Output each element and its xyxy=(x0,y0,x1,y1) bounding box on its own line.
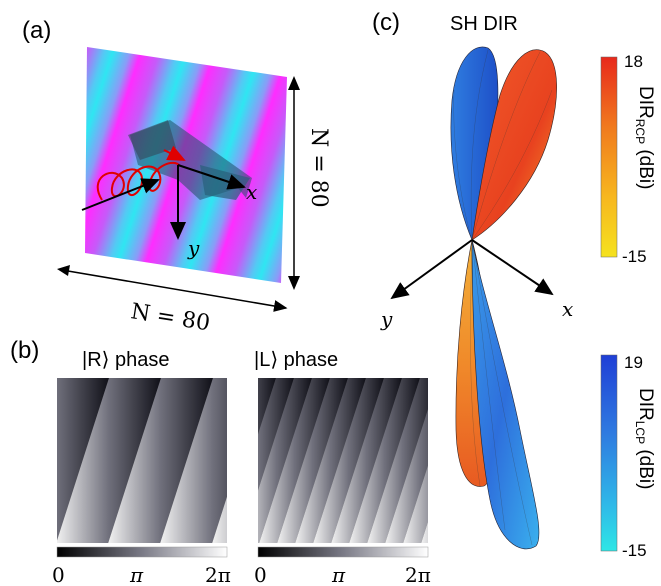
y-axis-label-c: y xyxy=(380,307,393,331)
l-phase-stripe xyxy=(385,409,428,543)
colorbar-rcp-label: DIRRCP (dBi) xyxy=(633,86,656,189)
r-tick-0: 0 xyxy=(52,563,65,586)
helix-arrow xyxy=(163,145,186,161)
l-tick-2pi: 2π xyxy=(405,563,431,586)
y-axis-arrow-c xyxy=(390,239,473,300)
r-tick-pi: π xyxy=(129,563,144,586)
colorbar-lcp-label: DIRLCP (dBi) xyxy=(633,388,656,489)
colorbar-lcp-min: -15 xyxy=(622,541,647,560)
r-tick-2pi: 2π xyxy=(205,563,231,586)
y-axis-label-a: y xyxy=(187,236,200,260)
x-axis-label-c: x xyxy=(562,297,573,321)
l-tick-pi: π xyxy=(331,563,346,586)
r-phase-stripe xyxy=(160,378,227,543)
l-phase-title: |L⟩ phase xyxy=(254,349,338,371)
l-phase-stripe xyxy=(295,378,366,543)
mesh-line xyxy=(470,49,489,241)
r-phase-stripe xyxy=(57,378,161,543)
l-phase-map xyxy=(258,378,428,543)
l-phase-stripe xyxy=(421,521,428,543)
l-phase-stripe xyxy=(367,378,428,543)
colorbar-rcp-max: 18 xyxy=(624,52,643,71)
panel-a-label: (a) xyxy=(22,17,51,44)
l-phase-stripe xyxy=(259,378,330,543)
dimension-arrowhead-bottom-left xyxy=(57,265,70,276)
l-phase-stripe xyxy=(331,378,402,543)
incident-arrow xyxy=(81,178,160,211)
lobe-bottom-blue xyxy=(471,239,540,550)
r-phase-stripe xyxy=(108,378,213,543)
mesh-line xyxy=(470,239,481,487)
mesh-line xyxy=(453,89,473,241)
lobe-top-red xyxy=(471,49,557,241)
sh-dir-title: SH DIR xyxy=(450,13,518,35)
mesh-line xyxy=(471,89,553,241)
colorbar-rcp-min: -15 xyxy=(622,247,647,266)
l-phase-stripe xyxy=(258,378,312,543)
beam-arrowhead xyxy=(200,165,250,200)
r-phase-stripe xyxy=(0,378,57,543)
n-label-bottom: N = 80 xyxy=(129,299,212,336)
mesh-line xyxy=(471,51,541,241)
r-phase-stripe xyxy=(0,378,5,543)
l-phase-stripe xyxy=(313,378,384,543)
dimension-arrowhead-right-top xyxy=(288,76,300,90)
colorbar-lcp-max: 19 xyxy=(624,353,643,372)
r-phase-stripe xyxy=(212,496,227,543)
l-phase-stripe xyxy=(277,378,348,543)
n-label-right: N = 80 xyxy=(306,128,331,208)
x-axis-arrow-c xyxy=(471,239,554,296)
panel-b-label: (b) xyxy=(10,337,39,364)
colorbar-lcp xyxy=(600,354,618,552)
l-phase-stripe xyxy=(349,378,420,543)
mesh-line xyxy=(471,239,506,531)
l-phase-colorbar xyxy=(257,546,429,558)
r-phase-colorbar xyxy=(56,546,228,558)
l-tick-0: 0 xyxy=(254,563,267,586)
dimension-arrow-bottom xyxy=(61,269,288,312)
colorbar-rcp xyxy=(600,56,618,258)
dimension-arrowhead-right-bottom xyxy=(288,276,300,290)
panel-c-label: (c) xyxy=(372,9,400,36)
x-axis-arrow-a xyxy=(177,164,246,190)
r-phase-map xyxy=(0,378,227,543)
l-phase-stripe xyxy=(403,465,428,543)
x-axis-label-a: x xyxy=(246,180,257,204)
r-phase-title: |R⟩ phase xyxy=(82,349,170,371)
